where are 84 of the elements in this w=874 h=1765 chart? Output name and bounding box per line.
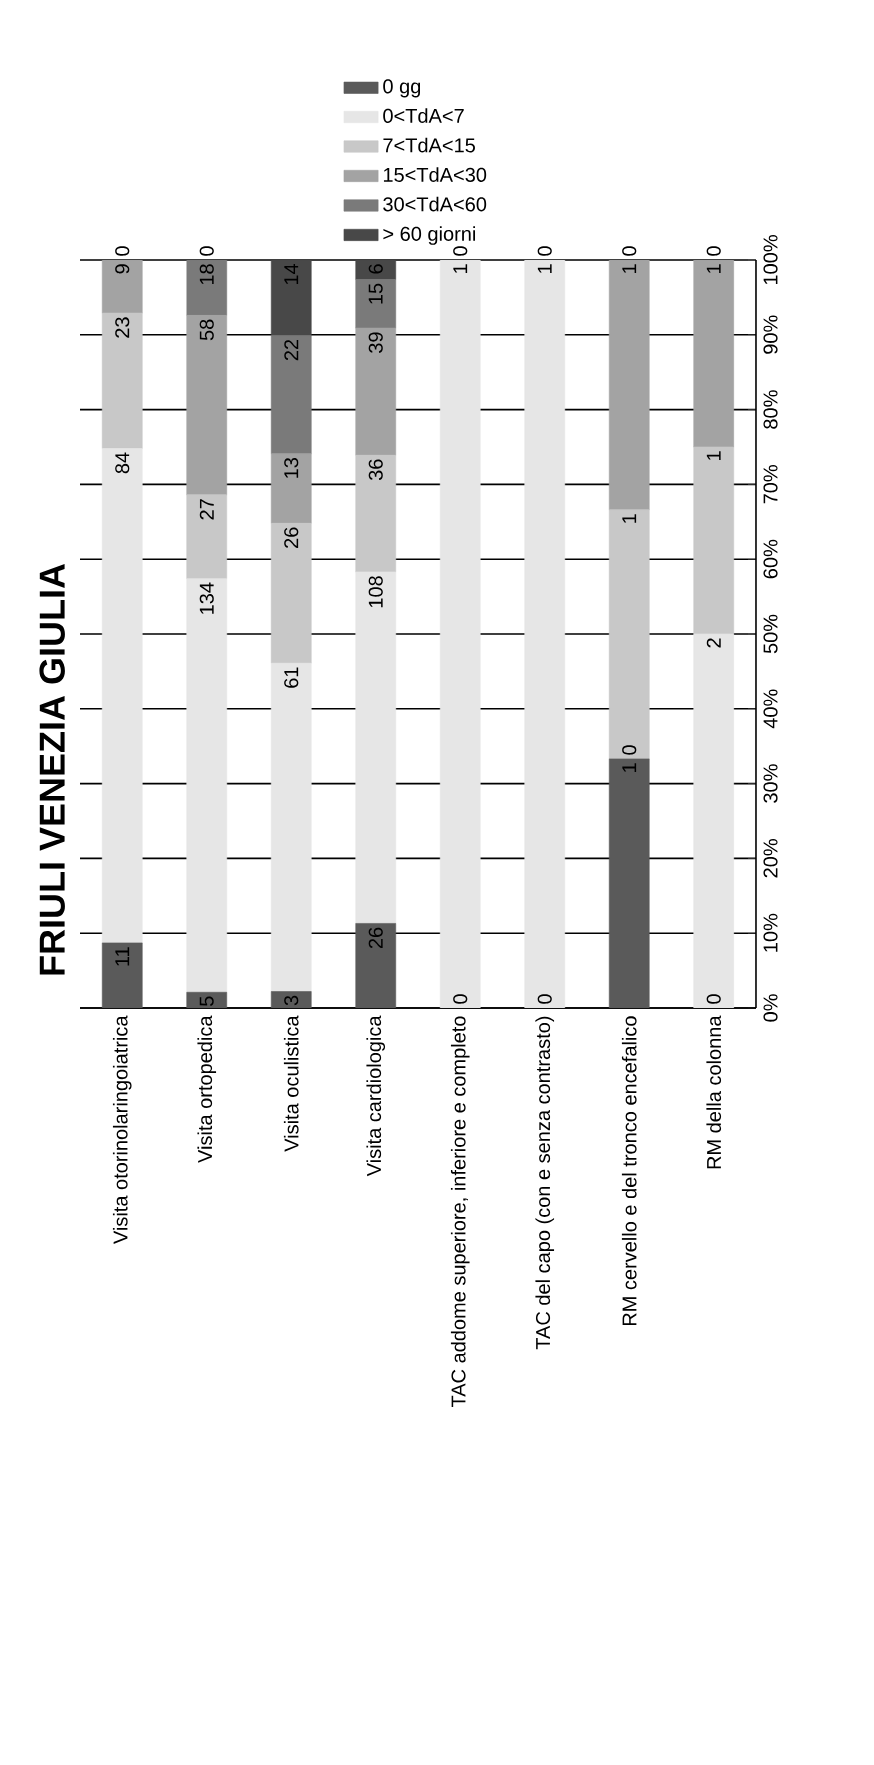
annotation: 36 [368,459,383,481]
annotation: 22 [284,339,299,361]
annotation: 15 [368,283,383,304]
y-tick-label: 0% [763,994,778,1022]
bar [186,578,228,993]
text: FRIULI VENEZIA GIULIA [39,563,65,975]
annotation: 84 [115,452,130,474]
annotation: 23 [115,317,130,338]
annotation: 58 [199,319,214,341]
legend-label: > 60 giorni [383,226,475,245]
annotation: 0 [199,246,214,256]
annotation: 0 [453,246,468,256]
annotation: 14 [284,263,299,285]
annotation: 1 [622,763,637,772]
bar [693,633,735,1008]
annotation: 0 [706,246,721,256]
bar [524,259,566,1008]
annotation: 13 [284,457,299,478]
y-tick-label: 70% [763,465,778,504]
bar [270,453,312,524]
annotation: 26 [284,527,299,548]
annotation: 1 [622,514,637,523]
annotation: 0 [537,994,552,1004]
bar [186,494,228,579]
annotation: 9 [115,264,130,274]
legend-label: 30<TdA<60 [383,196,487,212]
x-tick-label: TAC del capo (con e senza contrasto) [535,1016,555,1350]
bar [101,448,143,944]
annotation: 1 [537,264,552,273]
annotation: 1 [706,451,721,460]
y-tick-label: 10% [763,913,778,952]
bar [693,259,735,448]
y-tick-label: 60% [763,539,778,579]
bar [439,259,481,1008]
annotation: 0 [537,246,552,256]
annotation: 0 [622,246,637,256]
bar [355,327,397,456]
bar [270,522,312,664]
y-tick-label: 50% [763,614,778,654]
annotation: 26 [368,927,383,949]
annotation: 18 [199,264,214,285]
annotation: 1 [453,264,468,273]
annotation: 11 [115,947,130,966]
bar [101,259,143,314]
x-tick-label: TAC addome superiore, inferiore e completo [450,1016,470,1408]
annotation: 27 [199,499,214,520]
annotation: 0 [622,745,637,755]
y-tick-label: 80% [763,390,778,429]
x-tick-label: Visita cardiologica [366,1015,386,1177]
x-tick-label: Visita oculistica [283,1015,299,1152]
annotation: 6 [368,264,383,274]
bar [608,509,650,760]
x-tick-label: Visita ortopedica [197,1015,217,1163]
legend-label: 7<TdA<15 [383,137,475,153]
annotation: 1 [622,264,637,273]
annotation: 108 [368,576,383,608]
annotation: 1 [706,264,721,273]
bar [101,312,143,449]
x-tick-label: RM cervello e del tronco encefalico [621,1016,637,1326]
x-tick-label: Visita otorinolaringoiatrica [112,1015,132,1245]
x-tick-label: RM della colonna [706,1015,722,1169]
annotation: 134 [199,582,214,614]
annotation: 61 [284,667,299,688]
legend-label: 0 gg [383,79,421,98]
bar [693,446,735,635]
annotation: 2 [706,638,721,648]
bar [270,662,312,992]
bar [186,315,228,496]
y-tick-label: 40% [763,689,778,729]
annotation: 0 [706,994,721,1004]
bar [355,454,397,573]
bar [608,259,650,511]
bar [355,571,397,924]
annotation: 0 [453,994,468,1004]
legend-label: 0<TdA<7 [383,108,464,123]
y-tick-label: 100% [763,235,778,285]
y-tick-label: 30% [763,764,778,803]
annotation: 3 [284,995,299,1006]
annotation: 39 [368,332,383,353]
annotation: 0 [115,246,130,256]
y-tick-label: 20% [763,839,778,878]
annotation: 5 [199,996,214,1006]
legend-label: 15<TdA<30 [383,167,487,182]
y-tick-label: 90% [763,315,778,354]
